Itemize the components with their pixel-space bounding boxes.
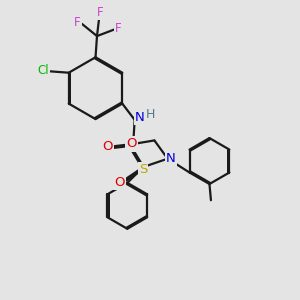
Text: O: O (114, 176, 124, 189)
Text: O: O (102, 140, 112, 153)
Text: H: H (145, 108, 155, 121)
Text: F: F (115, 22, 122, 35)
Text: Cl: Cl (37, 64, 49, 77)
Text: N: N (166, 152, 176, 165)
Text: S: S (139, 163, 147, 176)
Text: F: F (97, 6, 104, 19)
Text: O: O (127, 137, 137, 151)
Text: F: F (74, 16, 81, 29)
Text: N: N (135, 111, 145, 124)
